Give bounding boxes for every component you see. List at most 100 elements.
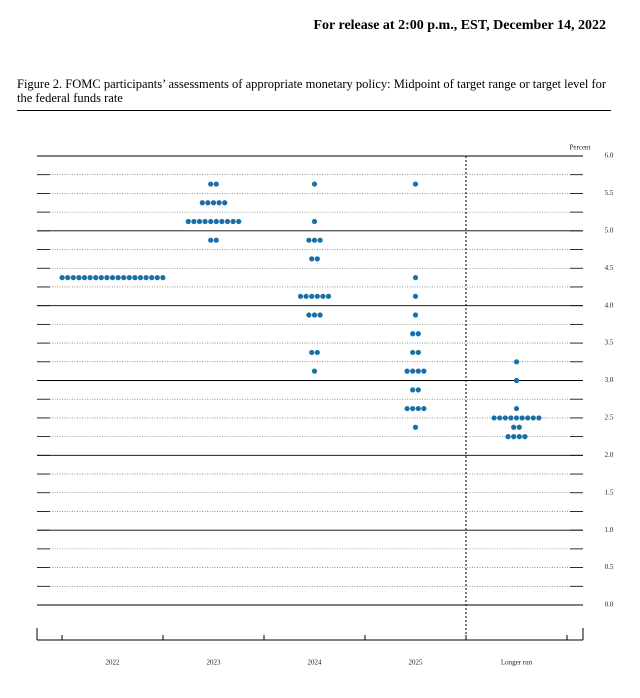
dot xyxy=(224,218,231,225)
dot xyxy=(314,349,320,356)
dot xyxy=(143,275,149,281)
dot xyxy=(513,359,520,365)
dot-group xyxy=(404,368,427,374)
dot xyxy=(519,415,525,421)
dot xyxy=(412,312,419,318)
dot xyxy=(199,200,205,206)
dot-group xyxy=(491,415,542,421)
dot xyxy=(306,312,312,318)
dot xyxy=(516,434,522,440)
y-tick-label: 2.0 xyxy=(605,451,614,459)
dot-group xyxy=(309,349,320,356)
dot xyxy=(219,218,225,225)
dot-group xyxy=(412,424,419,430)
x-tick-label: 2023 xyxy=(207,659,222,667)
dot xyxy=(306,237,312,243)
dot-group xyxy=(59,275,166,281)
dot xyxy=(109,275,116,281)
release-note: For release at 2:00 p.m., EST, December … xyxy=(313,18,606,33)
dot-group xyxy=(412,181,419,187)
dot xyxy=(65,275,71,281)
y-tick-label: 1.5 xyxy=(605,488,614,496)
dot xyxy=(137,275,144,281)
dot xyxy=(508,415,514,421)
dot xyxy=(236,218,242,225)
dot xyxy=(208,237,214,243)
dot xyxy=(511,434,517,440)
dot xyxy=(309,349,315,356)
dot-group xyxy=(410,331,421,337)
dot xyxy=(230,218,236,225)
dot xyxy=(81,275,88,281)
dot xyxy=(530,415,536,421)
dot-group xyxy=(412,275,419,281)
dot xyxy=(121,275,127,281)
y-tick-label: 4.0 xyxy=(605,301,614,309)
dot xyxy=(317,237,323,243)
dot xyxy=(412,424,419,430)
dot xyxy=(311,237,318,243)
dot xyxy=(154,275,160,281)
dot xyxy=(415,405,421,412)
dot xyxy=(87,275,93,281)
dot xyxy=(213,181,219,187)
y-tick-label: 6.0 xyxy=(605,152,614,160)
dot xyxy=(513,377,520,384)
dot xyxy=(415,331,421,337)
dot-group xyxy=(311,368,318,374)
y-tick-label: 4.5 xyxy=(605,264,614,272)
x-tick-label: 2022 xyxy=(106,659,121,667)
dot xyxy=(325,293,332,299)
dot-group xyxy=(306,237,323,243)
dot-group xyxy=(511,424,522,430)
dot xyxy=(297,293,304,299)
dot-group xyxy=(208,181,219,187)
dot xyxy=(70,275,76,281)
dot-group xyxy=(513,359,520,365)
dot xyxy=(404,405,410,412)
x-tick-label: 2024 xyxy=(308,659,323,667)
dot xyxy=(516,424,522,430)
dot xyxy=(412,293,419,299)
dot xyxy=(213,237,219,243)
dot xyxy=(309,256,315,262)
dot-group xyxy=(311,218,318,225)
dot xyxy=(208,181,214,187)
dot xyxy=(513,405,520,412)
dot xyxy=(191,218,197,225)
dot xyxy=(491,415,497,421)
dot xyxy=(213,218,219,225)
dot xyxy=(412,181,419,187)
dot xyxy=(311,181,318,187)
y-tick-label: 0.0 xyxy=(605,601,614,609)
dot xyxy=(185,218,191,225)
dot xyxy=(196,218,203,225)
dot xyxy=(309,293,315,299)
dot-group xyxy=(306,312,323,318)
dot-group xyxy=(208,237,219,243)
dot xyxy=(505,434,511,440)
dot-group xyxy=(410,349,421,356)
dot-group xyxy=(309,256,320,262)
dot xyxy=(421,405,427,412)
dot xyxy=(412,275,419,281)
dot xyxy=(160,275,166,281)
dot xyxy=(126,275,132,281)
dot xyxy=(311,368,318,374)
caption-rule xyxy=(17,110,611,111)
dot xyxy=(404,368,410,374)
y-tick-label: 3.0 xyxy=(605,376,614,384)
dot xyxy=(415,368,421,374)
dot xyxy=(208,218,214,225)
y-tick-label: 5.5 xyxy=(605,189,614,197)
dot xyxy=(202,218,208,225)
x-tick-label: Longer run xyxy=(501,659,533,667)
x-tick-label: 2025 xyxy=(409,659,424,667)
dot xyxy=(314,256,320,262)
dot xyxy=(216,200,222,206)
dot-group xyxy=(199,200,228,206)
dot xyxy=(311,312,318,318)
dot xyxy=(314,293,320,299)
